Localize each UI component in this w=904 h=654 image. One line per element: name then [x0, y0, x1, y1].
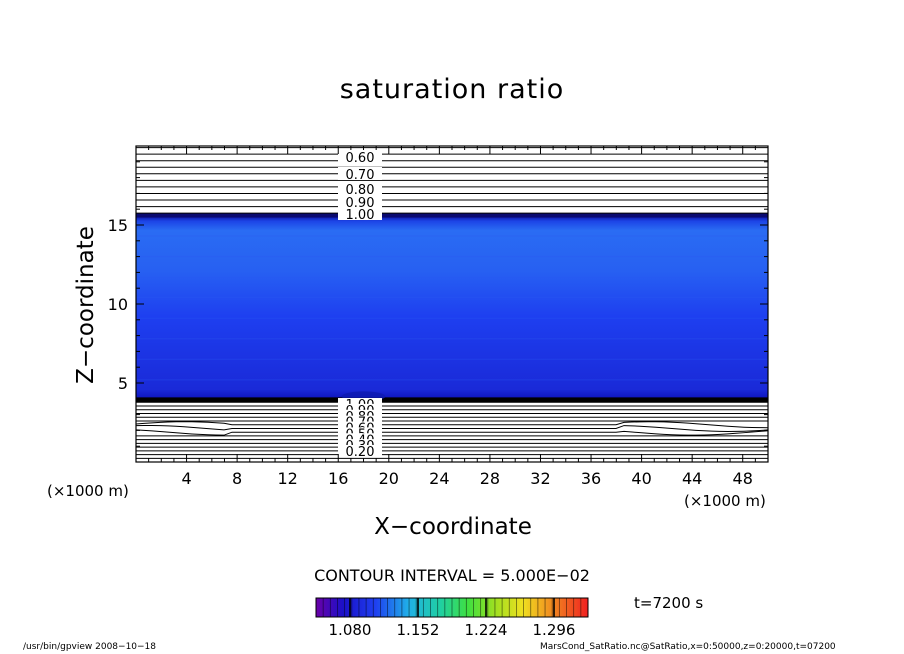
x-tick-label: 8 — [232, 469, 242, 488]
colorbar-tick-label: 1.080 — [329, 621, 372, 639]
footer-command: /usr/bin/gpview 2008−10−18 — [23, 642, 157, 652]
contour-label-bg — [338, 421, 382, 433]
contour-label-upper: 0.60 — [346, 151, 375, 166]
colorbar-tick-label: 1.152 — [397, 621, 440, 639]
contour-label-bg — [338, 167, 382, 180]
x-tick-label: 32 — [530, 469, 550, 488]
contour-label-upper: 0.70 — [346, 168, 375, 183]
contour-label-bg — [338, 195, 382, 208]
x-axis-label: X−coordinate — [374, 514, 532, 540]
x-tick-label: 48 — [733, 469, 753, 488]
x-tick-label: 4 — [181, 469, 191, 488]
contour-label-bg — [338, 427, 382, 439]
contour-label-bg — [338, 398, 382, 409]
footer-source: MarsCond_SatRatio.nc@SatRatio,x=0:50000,… — [540, 642, 836, 652]
contour-label-upper: 0.80 — [346, 183, 375, 198]
contour-label-bg — [338, 409, 382, 421]
x-tick-label: 44 — [682, 469, 702, 488]
contour-label-lower: 0.20 — [346, 445, 375, 460]
contour-label-bg — [338, 415, 382, 427]
x-tick-label: 12 — [278, 469, 298, 488]
colorbar-tick-label: 1.296 — [533, 621, 576, 639]
contour-label-upper: 1.00 — [346, 208, 375, 223]
colorbar-tick-label: 1.224 — [465, 621, 508, 639]
colorbar-frame — [315, 597, 589, 618]
x-unit-label-right: (×1000 m) — [684, 492, 766, 510]
contour-label-bg — [338, 445, 382, 456]
x-tick-label: 16 — [328, 469, 348, 488]
contour-label-bg — [338, 403, 382, 415]
contour-line-lower — [136, 424, 768, 432]
contour-label-bg — [338, 182, 382, 195]
contour-label-bg — [338, 207, 382, 220]
y-tick-label: 5 — [118, 374, 128, 393]
x-unit-label-left: (×1000 m) — [47, 482, 129, 500]
y-tick-label: 10 — [108, 295, 128, 314]
x-tick-label: 36 — [581, 469, 601, 488]
contour-label-bg — [338, 433, 382, 445]
band-upper-edge — [136, 213, 768, 218]
contour-label-bg — [338, 150, 382, 163]
contour-line-lower — [136, 421, 768, 429]
x-tick-label: 28 — [480, 469, 500, 488]
time-label: t=7200 s — [634, 594, 704, 612]
contour-interval-label: CONTOUR INTERVAL = 5.000E−02 — [314, 566, 590, 585]
y-tick-label: 15 — [108, 216, 128, 235]
contour-label-bg — [338, 439, 382, 451]
chart-title: saturation ratio — [339, 74, 565, 105]
band-lower-edge — [136, 397, 768, 403]
contour-line-lower — [136, 429, 768, 436]
x-tick-label: 24 — [429, 469, 449, 488]
x-tick-label: 20 — [379, 469, 399, 488]
x-tick-label: 40 — [631, 469, 651, 488]
shaded-band — [136, 215, 768, 401]
